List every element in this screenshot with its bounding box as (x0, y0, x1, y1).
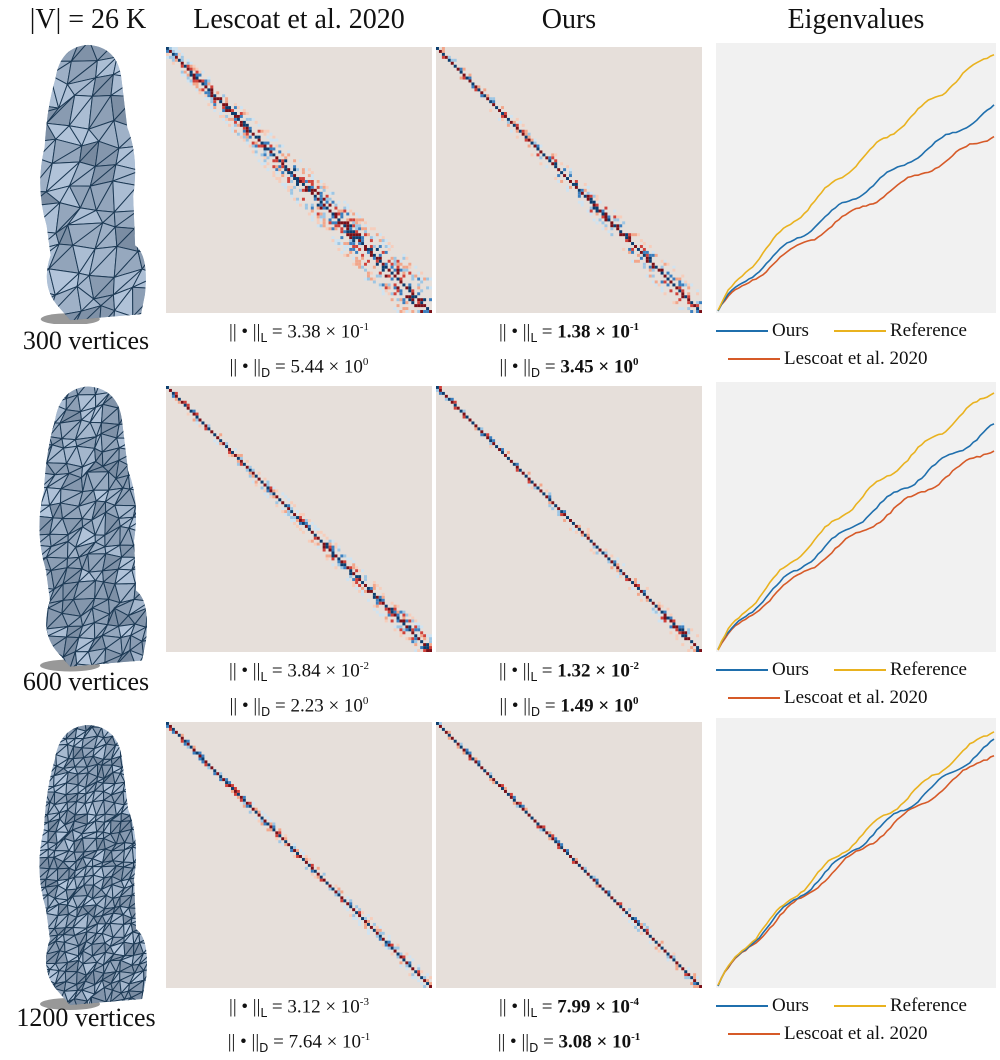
legend-item-lescoat: Lescoat et al. 2020 (728, 687, 928, 709)
legend-swatch (728, 697, 780, 699)
lescoat-norms-row-1: || • ||L = 3.84 × 10-2 || • ||D = 2.23 × … (229, 660, 369, 720)
legend-label: Ours (772, 995, 809, 1016)
norm-symbol: || • || (229, 321, 261, 343)
eigenvalue-plot-1 (716, 382, 996, 652)
lescoat-norms-row-0: || • ||L = 3.38 × 10-1 || • ||D = 5.44 × … (229, 321, 369, 381)
ours-matrix-1 (436, 386, 702, 652)
eig-series-reference (717, 731, 995, 986)
vertex-count-label: 1200 vertices (16, 1003, 156, 1032)
ours-matrix-2 (436, 722, 702, 988)
legend-label: Ours (772, 659, 809, 680)
header-ours: Ours (541, 4, 597, 35)
legend-swatch (716, 669, 768, 671)
legend-item-reference: Reference (834, 659, 967, 681)
legend-swatch (716, 330, 768, 332)
header-eigenvalues: Eigenvalues (787, 4, 925, 35)
eig-series-reference (717, 54, 995, 311)
eig-series-lescoat (717, 135, 995, 312)
norm-symbol: || • || (499, 695, 531, 717)
vertex-count-label: 300 vertices (22, 326, 150, 355)
legend-swatch (834, 669, 886, 671)
legend-label: Reference (890, 320, 967, 341)
legend-label: Reference (890, 659, 967, 680)
legend-label: Lescoat et al. 2020 (784, 348, 928, 369)
eig-series-ours (717, 104, 995, 312)
norm-symbol: || • || (227, 1031, 260, 1053)
legend-swatch (728, 358, 780, 360)
ours-norms-row-0: || • ||L = 1.38 × 10-1 || • ||D = 3.45 × … (498, 321, 640, 381)
legend-item-lescoat: Lescoat et al. 2020 (728, 1023, 928, 1045)
ours-norms-row-2: || • ||L = 7.99 × 10-4 || • ||D = 3.08 × … (497, 996, 641, 1056)
legend-label: Lescoat et al. 2020 (784, 687, 928, 708)
lescoat-norms-row-2: || • ||L = 3.12 × 10-3 || • ||D = 7.64 × … (227, 996, 371, 1056)
legend-label: Reference (890, 995, 967, 1016)
norm-symbol: || • || (229, 996, 261, 1018)
norm-symbol: || • || (498, 660, 531, 682)
top-label: |V| = 26 K (29, 4, 147, 35)
legend-label: Lescoat et al. 2020 (784, 1023, 928, 1044)
legend-item-reference: Reference (834, 995, 967, 1017)
norm-symbol: || • || (498, 321, 531, 343)
legend-item-ours: Ours (716, 659, 809, 681)
ours-matrix-0 (436, 47, 702, 313)
eig-series-ours (717, 423, 995, 650)
mesh-render-0 (40, 44, 146, 324)
legend-swatch (834, 1005, 886, 1007)
lescoat-matrix-0 (166, 47, 432, 313)
legend-item-reference: Reference (834, 320, 967, 342)
eigenvalue-plot-0 (716, 43, 996, 313)
eig-series-reference (717, 392, 995, 651)
legend-item-ours: Ours (716, 995, 809, 1017)
norm-symbol: || • || (497, 1031, 530, 1053)
mesh-render-2 (39, 725, 147, 1010)
legend-item-lescoat: Lescoat et al. 2020 (728, 348, 928, 370)
lescoat-matrix-2 (166, 722, 432, 988)
norm-symbol: || • || (499, 356, 531, 378)
eig-series-lescoat (717, 450, 995, 651)
eig-series-ours (717, 738, 995, 987)
norm-symbol: || • || (229, 660, 261, 682)
norm-symbol: || • || (229, 356, 261, 378)
mesh-render-1 (39, 386, 147, 672)
legend-item-ours: Ours (716, 320, 809, 342)
legend-swatch (834, 330, 886, 332)
vertex-count-label: 600 vertices (22, 667, 150, 696)
eig-series-lescoat (717, 754, 995, 986)
norm-symbol: || • || (229, 695, 261, 717)
legend-label: Ours (772, 320, 809, 341)
legend-swatch (728, 1033, 780, 1035)
header-lescoat: Lescoat et al. 2020 (193, 4, 405, 35)
legend-swatch (716, 1005, 768, 1007)
lescoat-matrix-1 (166, 386, 432, 652)
ours-norms-row-1: || • ||L = 1.32 × 10-2 || • ||D = 1.49 × … (498, 660, 640, 720)
norm-symbol: || • || (498, 996, 531, 1018)
eigenvalue-plot-2 (716, 718, 996, 988)
